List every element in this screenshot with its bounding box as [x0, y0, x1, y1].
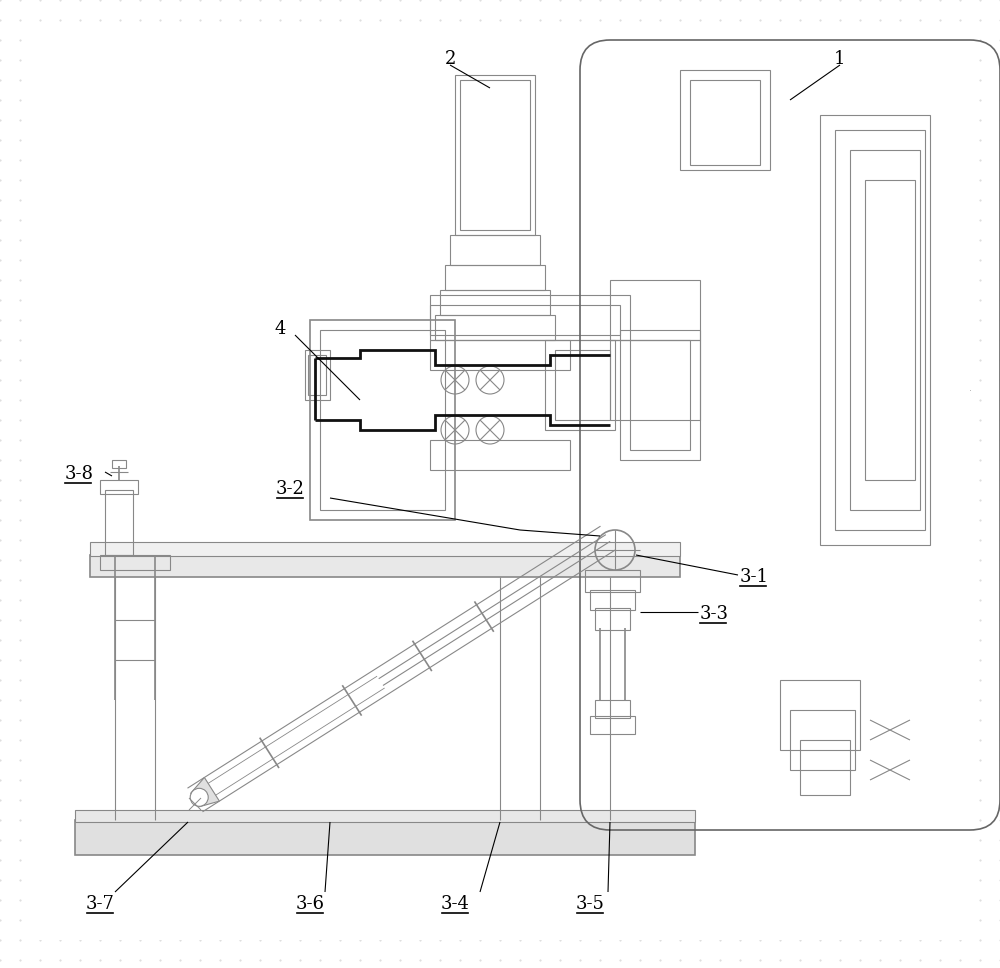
- Bar: [75, 820, 695, 855]
- Bar: [430, 340, 570, 370]
- Bar: [620, 330, 700, 460]
- Bar: [100, 480, 138, 494]
- Bar: [690, 80, 760, 165]
- Text: 4: 4: [274, 320, 286, 338]
- Bar: [305, 350, 330, 400]
- Text: 2: 2: [444, 50, 456, 68]
- Bar: [435, 315, 555, 340]
- Bar: [820, 115, 930, 545]
- Text: 3-2: 3-2: [276, 480, 304, 498]
- Polygon shape: [191, 777, 219, 806]
- Text: 3-6: 3-6: [296, 895, 324, 913]
- Bar: [610, 340, 700, 420]
- Bar: [790, 710, 855, 770]
- Bar: [445, 265, 545, 290]
- Bar: [310, 320, 455, 520]
- Text: 3-1: 3-1: [740, 568, 769, 586]
- Bar: [90, 555, 680, 577]
- Bar: [75, 810, 695, 822]
- Bar: [585, 570, 640, 592]
- Bar: [320, 330, 445, 510]
- Bar: [610, 280, 700, 340]
- Bar: [450, 235, 540, 265]
- Bar: [545, 340, 615, 430]
- Bar: [430, 440, 570, 470]
- Bar: [112, 460, 126, 468]
- Bar: [460, 80, 530, 230]
- Bar: [555, 350, 610, 420]
- Bar: [308, 355, 326, 395]
- Bar: [105, 490, 133, 555]
- Bar: [430, 305, 620, 335]
- Bar: [865, 180, 915, 480]
- Bar: [595, 700, 630, 718]
- Bar: [430, 295, 630, 340]
- Text: 1: 1: [834, 50, 846, 68]
- Text: 3-5: 3-5: [576, 895, 604, 913]
- Bar: [590, 590, 635, 610]
- Bar: [90, 542, 680, 556]
- Text: 3-7: 3-7: [86, 895, 114, 913]
- Bar: [455, 75, 535, 235]
- Bar: [780, 680, 860, 750]
- Text: 3-3: 3-3: [700, 605, 729, 623]
- Bar: [850, 150, 920, 510]
- Bar: [680, 70, 770, 170]
- Bar: [595, 608, 630, 630]
- Bar: [835, 130, 925, 530]
- Text: 3-4: 3-4: [441, 895, 469, 913]
- Text: 3-8: 3-8: [65, 465, 94, 483]
- Bar: [630, 340, 690, 450]
- Circle shape: [190, 788, 208, 806]
- Bar: [440, 290, 550, 315]
- Bar: [100, 555, 170, 570]
- Bar: [800, 740, 850, 795]
- Bar: [590, 716, 635, 734]
